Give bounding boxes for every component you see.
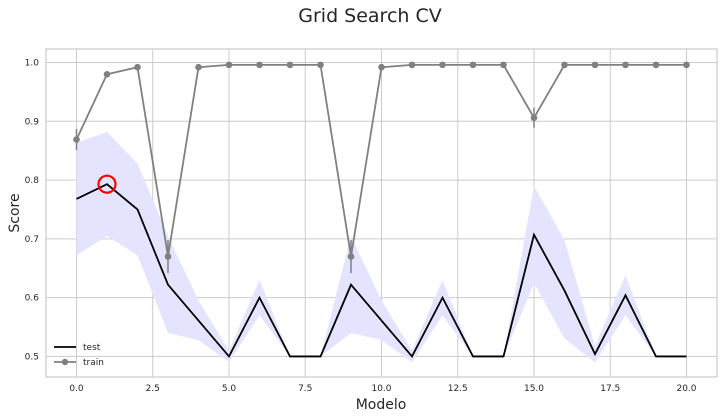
x-tick-label: 10.0 (371, 384, 391, 394)
train-point (195, 63, 202, 71)
train-point (103, 70, 111, 78)
train-point (134, 63, 141, 71)
train-point (683, 61, 690, 69)
train-point (73, 136, 80, 143)
x-tick-label: 0.0 (69, 384, 84, 394)
train-point (317, 61, 324, 69)
train-point (256, 61, 263, 69)
test-confidence-band (76, 131, 687, 363)
train-series (73, 61, 690, 273)
y-tick-label: 0.5 (25, 352, 39, 362)
y-tick-label: 0.7 (25, 235, 39, 245)
x-axis-label: Modelo (356, 397, 407, 413)
x-tick-label: 7.5 (298, 384, 312, 394)
x-tick-label: 12.5 (448, 384, 468, 394)
legend-train-marker (61, 358, 69, 366)
legend-train-label: train (83, 358, 104, 368)
y-tick-label: 0.9 (25, 117, 40, 127)
x-tick-label: 20.0 (676, 384, 696, 394)
x-tick-label: 17.5 (600, 384, 620, 394)
train-point (347, 253, 355, 260)
test-line (76, 183, 687, 359)
y-axis-label: Score (7, 193, 23, 232)
train-point (622, 61, 629, 69)
x-tick-label: 15.0 (524, 384, 544, 394)
train-point (500, 61, 507, 69)
chart-title: Grid Search CV (298, 5, 442, 27)
train-point (439, 61, 446, 69)
y-tick-label: 0.8 (25, 176, 40, 186)
x-tick-label: 5.0 (222, 384, 237, 394)
test-band-area (76, 131, 687, 363)
train-point (225, 61, 233, 69)
x-tick-label: 2.5 (146, 384, 160, 394)
y-tick-label: 0.6 (25, 294, 40, 304)
y-tick-label: 1.0 (25, 59, 40, 69)
best-model-marker (97, 174, 117, 194)
train-point (286, 61, 294, 69)
y-axis-ticks: 0.5 0.6 0.7 0.8 0.9 1.0 (25, 59, 40, 363)
legend-test-label: test (83, 343, 101, 353)
train-point (469, 61, 477, 69)
x-axis-ticks: 0.0 2.5 5.0 7.5 10.0 12.5 15.0 17.5 20.0 (69, 384, 696, 394)
train-point (408, 61, 416, 69)
train-point (378, 63, 385, 71)
train-point (652, 61, 660, 69)
train-point (164, 253, 172, 260)
train-point (530, 114, 538, 122)
best-model-ring (97, 174, 117, 194)
legend: test train (54, 343, 104, 368)
train-point (591, 61, 599, 69)
test-series (76, 183, 687, 359)
train-point (561, 61, 568, 69)
